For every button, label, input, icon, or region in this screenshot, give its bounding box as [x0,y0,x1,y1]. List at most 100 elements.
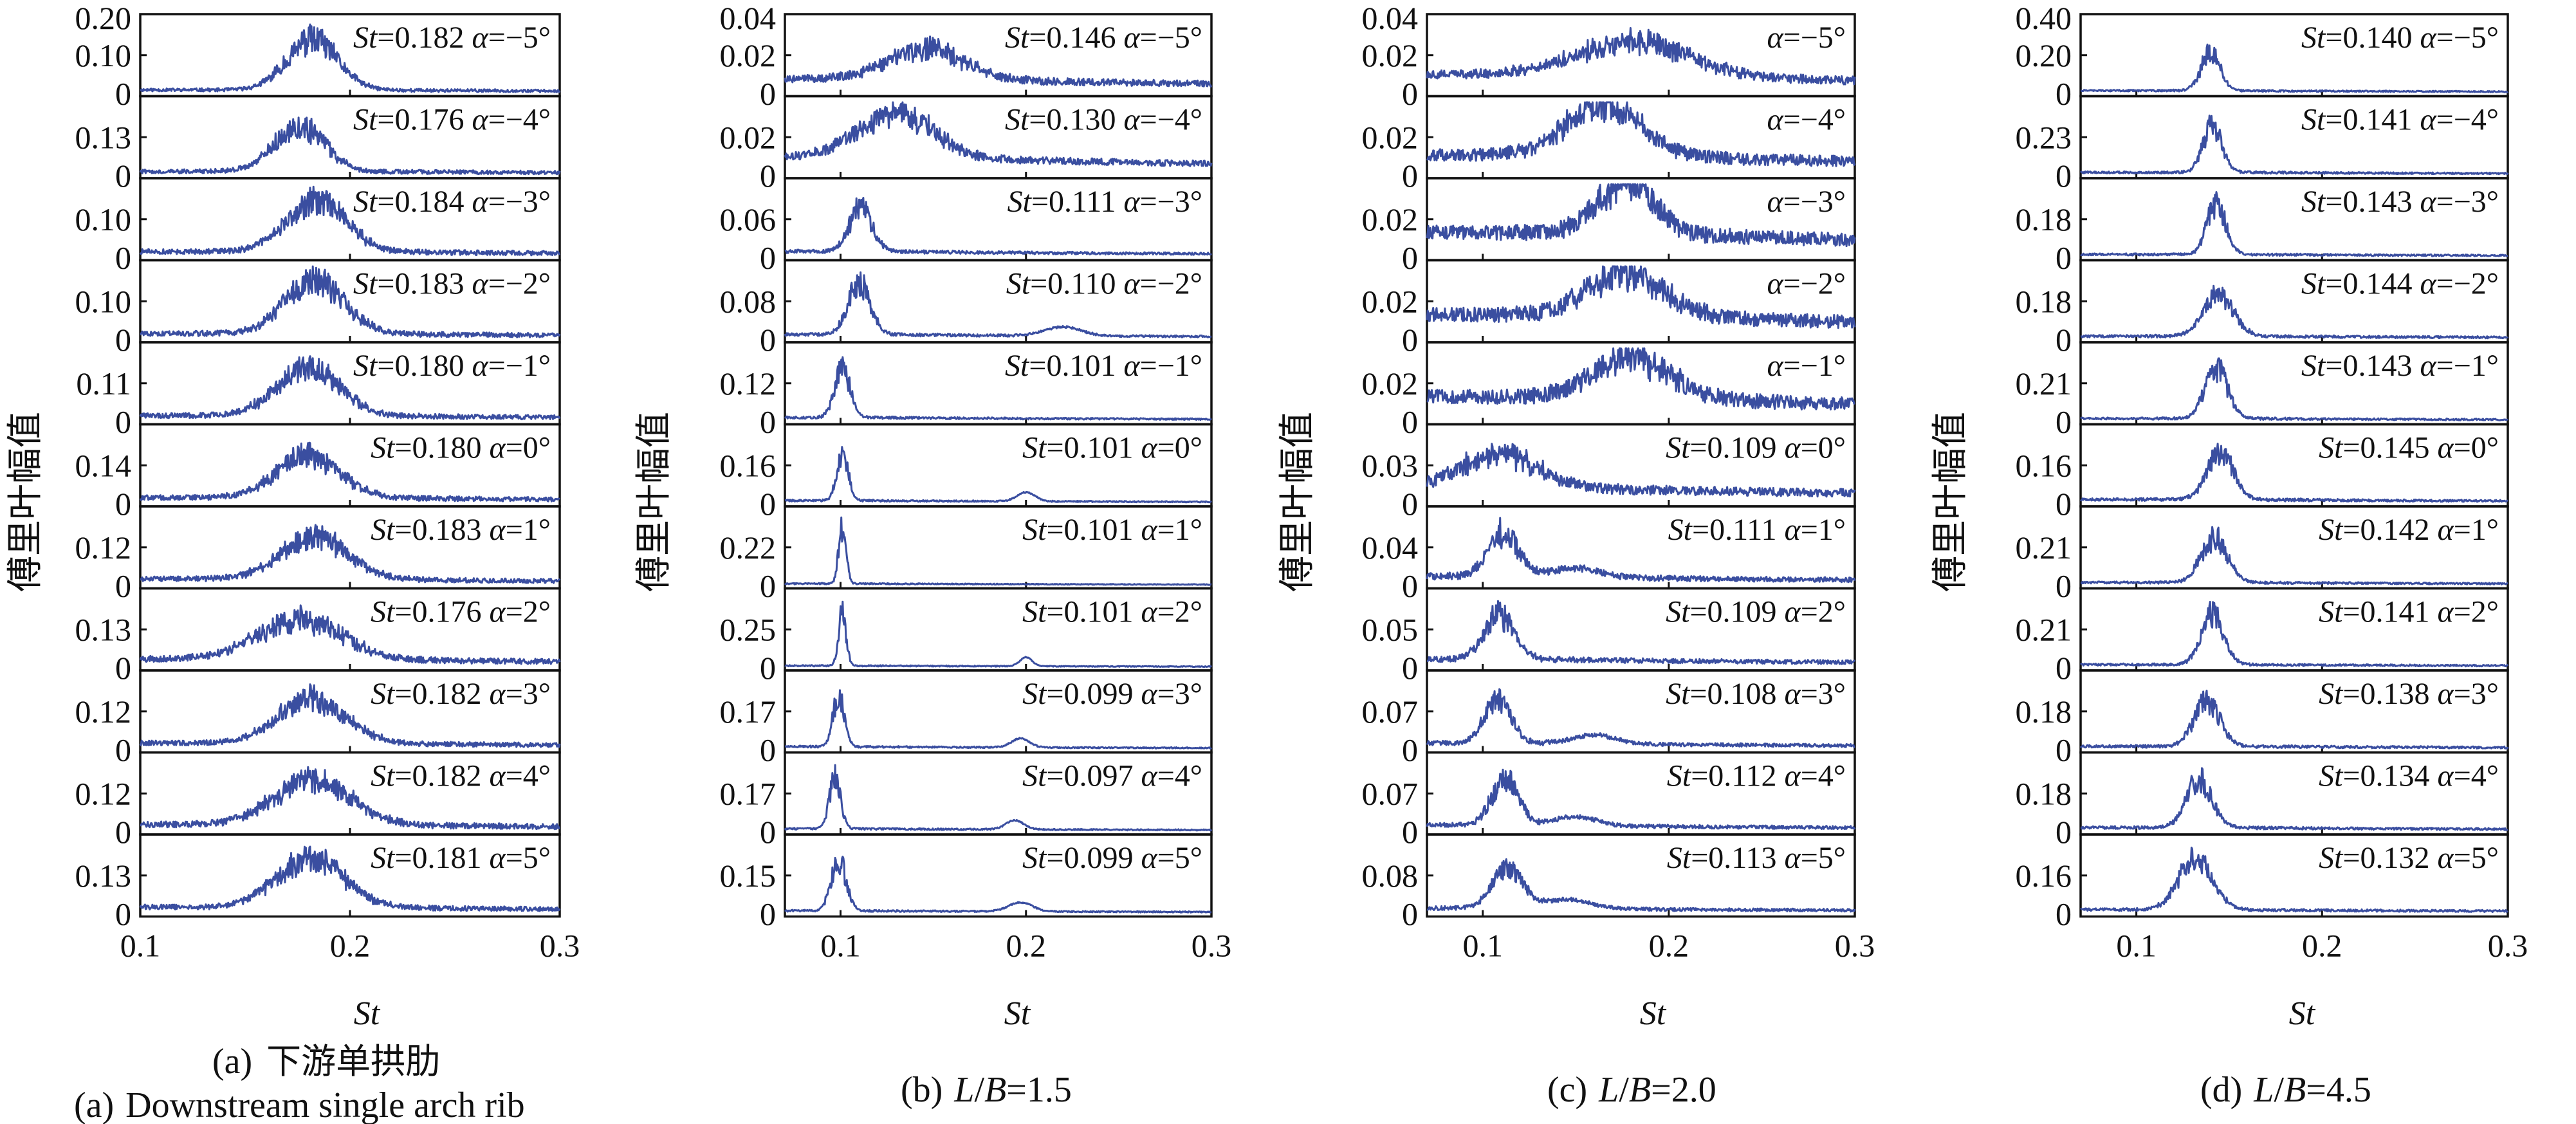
y-tick-mid: 0.02 [1362,365,1419,401]
y-tick-mid: 0.17 [720,694,777,730]
alpha-value: =−2° [488,267,551,301]
spectrum-line [1426,858,1856,913]
panel-1-3: 00.08 St=0.110 α=−2° [720,259,1213,358]
panel-annotation: St=0.109 α=2° [1666,595,1846,629]
alpha-symbol: α [1785,513,1801,547]
st-symbol: St [353,185,378,219]
y-tick-zero: 0 [115,322,131,358]
y-tick-max: 0.04 [1362,0,1419,36]
y-tick-mid: 0.10 [75,201,132,237]
alpha-symbol: α [472,267,488,301]
spectrum-line [139,683,561,748]
st-symbol: St [353,267,378,301]
alpha-value: =−3° [488,185,551,219]
alpha-symbol: α [1123,103,1140,137]
st-value: =0.143 [2325,349,2420,383]
panel-annotation: St=0.144 α=−2° [2301,267,2499,301]
alpha-symbol: α [490,431,506,465]
st-symbol: St [1022,431,1047,465]
spectrum-line [2080,526,2508,585]
alpha-value: =5° [2454,841,2499,875]
panel-annotation: St=0.143 α=−1° [2301,349,2499,383]
st-value: =0.113 [1691,841,1784,875]
y-tick-zero: 0 [1402,568,1418,604]
alpha-value: =−5° [2436,21,2499,55]
panel-annotation: St=0.101 α=0° [1022,431,1202,465]
y-tick-mid: 0.18 [2016,694,2072,730]
y-tick-mid: 0.11 [76,365,131,401]
panel-annotation: St=0.180 α=−1° [353,349,551,383]
spectrum-line [784,271,1212,338]
alpha-value: =3° [506,677,551,711]
spectrum-line [2080,43,2508,93]
alpha-value: =−1° [1140,349,1202,383]
alpha-symbol: α [1141,595,1158,629]
spectrum-line [140,766,560,831]
st-symbol: St [1667,759,1692,793]
caption-c-ratio: 2.0 [1671,1070,1716,1110]
panel-annotation: St=0.145 α=0° [2319,431,2499,465]
spectrum-line [1426,768,1856,830]
panel-annotation: St=0.132 α=5° [2319,841,2499,875]
panel-annotation: St=0.113 α=5° [1667,841,1846,875]
caption-d-ratio: 4.5 [2326,1070,2371,1110]
panel-annotation: St=0.183 α=1° [371,513,551,547]
panel-1-1: 00.02 St=0.130 α=−4° [720,95,1213,194]
panel-0-3: 00.10 St=0.183 α=−2° [75,259,561,358]
y-tick-zero: 0 [115,404,131,440]
alpha-symbol: α [1123,185,1140,219]
alpha-symbol: α [1785,595,1801,629]
spectrum-line [1426,27,1856,86]
st-symbol: St [2319,513,2344,547]
x-axis-label-c: St [1640,995,1667,1032]
panel-annotation: St=0.099 α=5° [1022,841,1202,875]
y-axis-label-c: 傅里叶幅值 [1276,412,1318,592]
alpha-value: =2° [1157,595,1202,629]
y-tick-zero: 0 [760,76,776,112]
y-tick-mid: 0.08 [720,283,777,319]
st-symbol: St [1667,841,1692,875]
panel-annotation: α=−1° [1767,349,1846,383]
spectrum-line [1426,347,1855,410]
st-value: =0.101 [1046,513,1141,547]
st-value: =0.110 [1030,267,1123,301]
panel-annotation: α=−3° [1767,185,1846,219]
y-tick-zero: 0 [760,322,776,358]
panel-0-0: 00.100.20 St=0.182 α=−5° [75,0,561,112]
panel-3-4: 00.21 St=0.143 α=−1° [2016,341,2509,440]
y-axis-label-d: 傅里叶幅值 [1929,412,1971,592]
y-tick-mid: 0.21 [2016,530,2072,566]
spectrum-line [2079,689,2509,750]
spectrum-line [1426,183,1856,248]
st-symbol: St [1666,431,1691,465]
st-symbol: St [371,595,396,629]
panel-1-10: 00.15 St=0.099 α=5° [720,833,1213,932]
st-value: =0.099 [1046,677,1141,711]
alpha-symbol: α [2438,431,2454,465]
y-tick-mid: 0.02 [1362,201,1419,237]
y-tick-mid: 0.14 [75,447,132,483]
st-symbol: St [371,759,396,793]
alpha-value: =4° [1157,759,1202,793]
alpha-value: =−1° [488,349,551,383]
st-value: =0.146 [1029,21,1123,55]
st-symbol: St [1005,103,1030,137]
y-tick-zero: 0 [760,568,776,604]
spectrum-line [1426,600,1856,665]
alpha-symbol: α [2438,595,2454,629]
alpha-value: =−5° [1783,21,1846,55]
st-symbol: St [1666,595,1691,629]
spectrum-line [139,116,561,176]
alpha-value: =2° [506,595,551,629]
alpha-symbol: α [1141,841,1158,875]
panel-annotation: St=0.142 α=1° [2319,513,2499,547]
spectrum-line [139,845,561,912]
panel-annotation: St=0.101 α=1° [1022,513,1202,547]
alpha-value: =−5° [488,21,551,55]
x-tick-label: 0.2 [2302,928,2342,964]
alpha-value: =4° [1801,759,1846,793]
spectrum-line [784,101,1213,167]
panel-annotation: St=0.184 α=−3° [353,185,551,219]
panel-3-6: 00.21 St=0.142 α=1° [2016,505,2509,604]
